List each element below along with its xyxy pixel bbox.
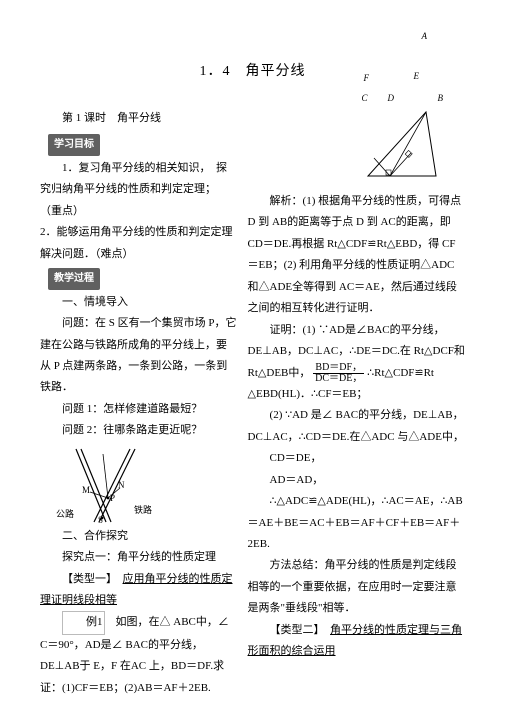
label-process: 教学过程	[48, 268, 100, 290]
goal-1: 1．复习角平分线的相关知识， 探究归纳角平分线的性质和判定定理； （重点）	[40, 158, 238, 222]
eq-2: AD＝AD，	[248, 470, 465, 491]
tri-label-b: B	[438, 90, 444, 108]
right-column: A B C D E F 解析：(1) 根据角平分线的性质，可得点 D 到 AB的…	[248, 108, 465, 699]
heading-1: 一、情境导入	[40, 292, 238, 313]
road-label-p: P	[110, 490, 115, 508]
road-label-gonglu: 公路	[56, 506, 74, 524]
road-label-tielu: 铁路	[134, 502, 152, 520]
tri-label-a: A	[422, 28, 428, 46]
road-label-s: S	[98, 512, 103, 530]
page-title: 1．4 角平分线	[40, 60, 465, 80]
method-summary: 方法总结：角平分线的性质是判定线段相等的一个重要依据，在应用时一定要注意是两条"…	[248, 555, 465, 619]
left-column: 第 1 课时 角平分线 学习目标 1．复习角平分线的相关知识， 探究归纳角平分线…	[40, 108, 238, 699]
tri-label-f: F	[364, 70, 370, 88]
example-label: 例1	[62, 611, 105, 634]
proof-1c: ∴Rt△CDF≌Rt	[367, 367, 434, 379]
goal-2: 2．能够运用角平分线的性质和判定定理解决问题．（难点）	[40, 222, 238, 265]
proof-2: (2) ∵AD 是∠ BAC的平分线，DE⊥AB，DC⊥AC，∴CD＝DE.在△…	[248, 405, 465, 448]
explore-1: 探究点一：角平分线的性质定理	[40, 547, 238, 568]
type-2-label: 【类型二】	[270, 624, 331, 636]
frac-bot: DC＝DE，	[313, 374, 364, 384]
proof-1a: 证明：(1) ∵AD是∠BAC的平分线，DE⊥AB，DC⊥AC，∴DE＝DC.在…	[248, 320, 465, 363]
label-goal: 学习目标	[48, 134, 100, 156]
problem-intro: 问题：在 S 区有一个集贸市场 P，它建在公路与铁路所成角的平分线上，要从 P …	[40, 313, 238, 399]
type-2: 【类型二】 角平分线的性质定理与三角形面积的综合运用	[248, 620, 465, 663]
fraction-brace: BD＝DF， DC＝DE，	[313, 363, 364, 384]
tri-label-d: D	[388, 90, 395, 108]
type-1-label: 【类型一】	[62, 573, 123, 585]
proof-1b-row: Rt△DEB中， BD＝DF， DC＝DE， ∴Rt△CDF≌Rt	[248, 363, 465, 384]
frac-top: BD＝DF，	[313, 363, 364, 374]
figure-roads: M N S P 公路 铁路	[58, 444, 158, 526]
proof-1b: Rt△DEB中，	[248, 367, 311, 379]
road-label-m: M	[82, 482, 90, 500]
example-1: 例1 如图，在△ ABC中，∠ C＝90°，AD是∠ BAC的平分线，DE⊥AB…	[40, 611, 238, 699]
road-label-n: N	[118, 477, 125, 495]
eq-1: CD＝DE，	[248, 448, 465, 469]
tri-label-e: E	[414, 68, 420, 86]
proof-1d: △EBD(HL)．∴CF＝EB；	[248, 384, 465, 405]
question-2: 问题 2：往哪条路走更近呢？	[40, 420, 238, 441]
tri-label-c: C	[362, 90, 368, 108]
figure-triangle: A B C D E F	[358, 108, 446, 188]
type-1: 【类型一】 应用角平分线的性质定理证明线段相等	[40, 569, 238, 612]
proof-3: ∴△ADC≌△ADE(HL)，∴AC＝AE，∴AB＝AE＋BE＝AC＋EB＝AF…	[248, 491, 465, 555]
heading-2: 二、合作探究	[40, 526, 238, 547]
question-1: 问题 1：怎样修建道路最短？	[40, 399, 238, 420]
lesson-subtitle: 第 1 课时 角平分线	[40, 108, 238, 129]
analysis: 解析：(1) 根据角平分线的性质，可得点 D 到 AB的距离等于点 D 到 AC…	[248, 191, 465, 320]
